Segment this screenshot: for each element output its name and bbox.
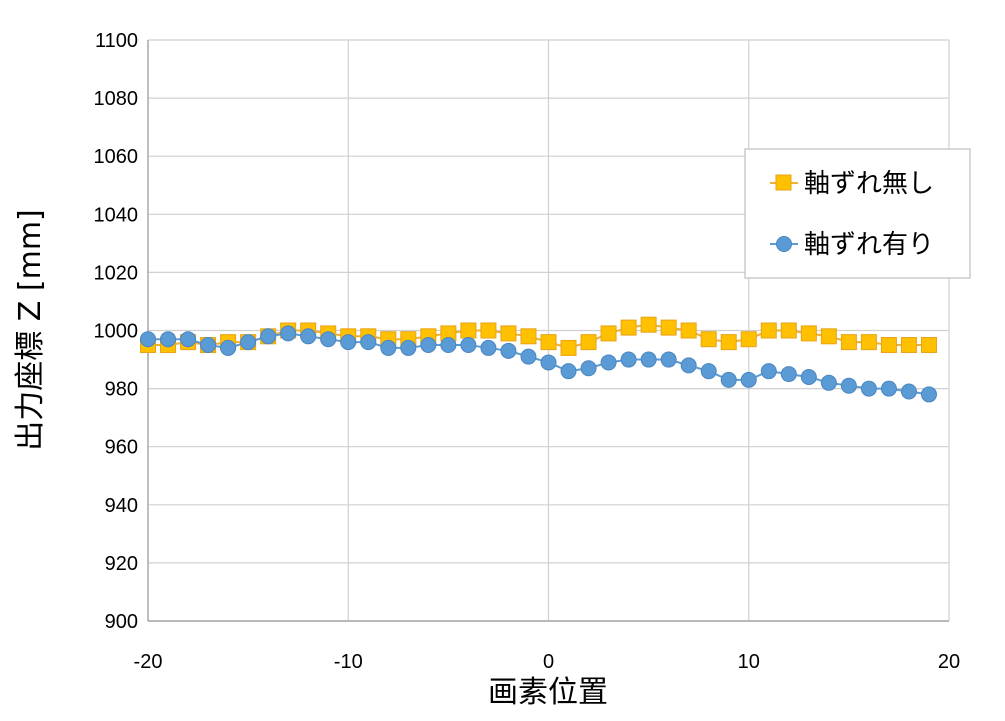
data-point-square bbox=[840, 334, 857, 351]
data-point-circle bbox=[200, 337, 217, 354]
data-point-circle bbox=[180, 331, 197, 348]
legend-box bbox=[744, 148, 971, 279]
data-point-circle bbox=[740, 371, 757, 388]
data-point-circle bbox=[820, 374, 837, 391]
y-tick-label: 1060 bbox=[94, 146, 139, 168]
grid bbox=[147, 39, 950, 622]
data-point-circle bbox=[920, 386, 937, 403]
y-tick-label: 1080 bbox=[94, 88, 139, 110]
data-point-circle bbox=[500, 342, 517, 359]
data-point-circle bbox=[620, 351, 637, 368]
data-point-square bbox=[480, 322, 497, 339]
y-tick-label: 940 bbox=[105, 495, 138, 517]
data-point-circle bbox=[260, 328, 277, 345]
y-tick-label: 1040 bbox=[94, 204, 139, 226]
data-point-square bbox=[500, 325, 517, 342]
data-point-square bbox=[820, 328, 837, 345]
data-point-square bbox=[920, 337, 937, 354]
series bbox=[140, 316, 937, 403]
data-point-circle bbox=[280, 325, 297, 342]
data-point-circle bbox=[340, 334, 357, 351]
data-point-circle bbox=[480, 339, 497, 356]
series-1 bbox=[140, 325, 937, 403]
data-point-circle bbox=[400, 339, 417, 356]
data-point-circle bbox=[580, 360, 597, 377]
x-tick-label: -10 bbox=[334, 651, 363, 673]
data-point-square bbox=[680, 322, 697, 339]
data-point-circle bbox=[880, 380, 897, 397]
data-point-square bbox=[880, 337, 897, 354]
data-point-circle bbox=[640, 351, 657, 368]
legend-item-with-offset: 軸ずれ有り bbox=[770, 230, 934, 260]
data-point-square bbox=[560, 339, 577, 356]
data-point-circle bbox=[320, 331, 337, 348]
data-point-square bbox=[860, 334, 877, 351]
tick-labels: 900920940960980100010201040106010801100-… bbox=[94, 30, 961, 673]
x-axis-title: 画素位置 bbox=[488, 675, 608, 710]
series-line bbox=[148, 323, 929, 349]
data-point-circle bbox=[600, 354, 617, 371]
x-tick-label: 0 bbox=[543, 651, 554, 673]
y-tick-label: 980 bbox=[105, 379, 138, 401]
data-point-circle bbox=[780, 366, 797, 383]
data-point-circle bbox=[860, 380, 877, 397]
data-point-circle bbox=[240, 334, 257, 351]
data-point-square bbox=[600, 325, 617, 342]
data-point-circle bbox=[520, 348, 537, 365]
y-tick-label: 1100 bbox=[95, 30, 138, 52]
y-tick-label: 1000 bbox=[94, 321, 139, 343]
data-point-circle bbox=[700, 363, 717, 380]
data-point-square bbox=[660, 319, 677, 336]
legend-label-with-offset: 軸ずれ有り bbox=[804, 230, 934, 260]
data-point-circle bbox=[800, 368, 817, 385]
legend-marker-circle bbox=[776, 236, 792, 252]
data-point-circle bbox=[540, 354, 557, 371]
data-point-circle bbox=[220, 339, 237, 356]
data-point-circle bbox=[160, 331, 177, 348]
data-point-circle bbox=[300, 328, 317, 345]
data-point-circle bbox=[380, 339, 397, 356]
data-point-circle bbox=[140, 331, 156, 348]
data-point-square bbox=[780, 322, 797, 339]
data-point-square bbox=[620, 319, 637, 336]
data-point-square bbox=[540, 334, 557, 351]
data-point-circle bbox=[660, 351, 677, 368]
data-point-circle bbox=[900, 383, 917, 400]
data-point-circle bbox=[840, 377, 857, 394]
x-tick-label: -20 bbox=[134, 651, 163, 673]
y-axis-title: 出力座標 Z [mm] bbox=[13, 209, 48, 450]
data-point-square bbox=[700, 331, 717, 348]
axes bbox=[147, 40, 949, 622]
legend-label-no-offset: 軸ずれ無し bbox=[804, 169, 934, 199]
legend-item-no-offset: 軸ずれ無し bbox=[770, 169, 934, 199]
y-tick-label: 1020 bbox=[94, 262, 139, 284]
data-point-circle bbox=[360, 334, 377, 351]
legend: 軸ずれ無し 軸ずれ有り bbox=[744, 148, 971, 279]
y-tick-label: 900 bbox=[105, 611, 138, 633]
data-point-square bbox=[580, 334, 597, 351]
x-tick-label: 10 bbox=[738, 651, 760, 673]
data-point-square bbox=[720, 334, 737, 351]
data-point-circle bbox=[440, 337, 457, 354]
data-point-square bbox=[760, 322, 777, 339]
y-tick-label: 920 bbox=[105, 553, 138, 575]
data-point-circle bbox=[420, 337, 437, 354]
y-tick-label: 960 bbox=[105, 437, 138, 459]
data-point-circle bbox=[560, 363, 577, 380]
legend-marker-square bbox=[775, 174, 792, 191]
x-tick-label: 20 bbox=[938, 651, 960, 673]
data-point-circle bbox=[760, 363, 777, 380]
data-point-square bbox=[900, 337, 917, 354]
series-line bbox=[148, 332, 930, 396]
data-point-square bbox=[520, 328, 537, 345]
data-point-circle bbox=[680, 357, 697, 374]
data-point-square bbox=[800, 325, 817, 342]
data-point-square bbox=[460, 322, 477, 339]
data-point-square bbox=[740, 331, 757, 348]
data-point-circle bbox=[720, 371, 737, 388]
data-point-circle bbox=[460, 337, 477, 354]
data-point-square bbox=[640, 316, 657, 333]
